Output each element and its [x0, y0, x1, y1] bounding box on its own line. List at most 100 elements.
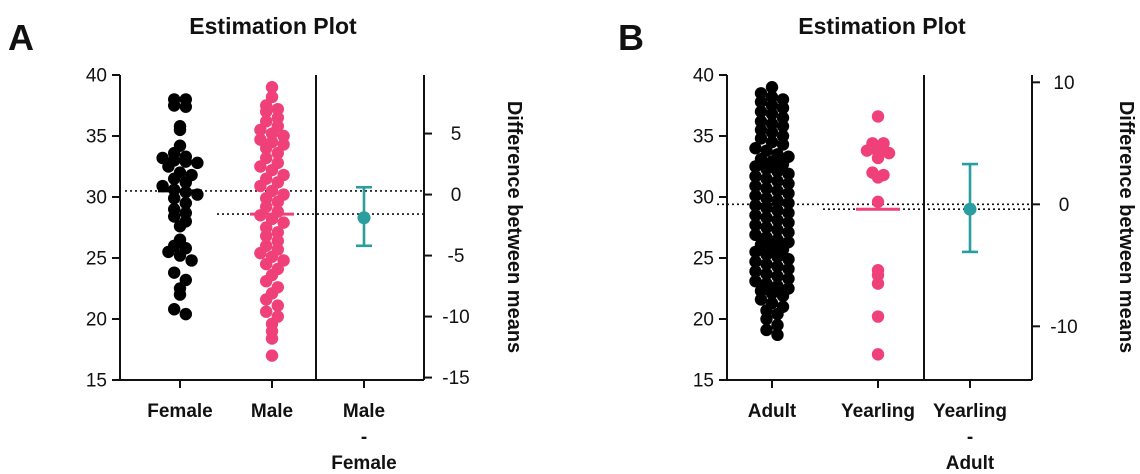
- data-point-group1: [179, 100, 192, 113]
- data-point-group1: [771, 204, 784, 217]
- data-point-group1: [754, 115, 768, 128]
- data-point-group2: [260, 221, 273, 234]
- data-point-group1: [765, 90, 779, 104]
- data-point-group2: [871, 171, 885, 184]
- data-point-group1: [749, 209, 762, 222]
- data-point-group1: [782, 262, 795, 276]
- left-tick-label: 40: [693, 66, 714, 87]
- panel-a-right-axis-label: Difference between means: [503, 101, 525, 353]
- data-point-group1: [749, 170, 762, 183]
- panel-b: B Estimation Plot 15 20 25 30 35 40 10 0 -10 Adul…: [618, 13, 1137, 474]
- data-point-group1: [782, 206, 795, 220]
- right-tick-label: 10: [1053, 73, 1074, 94]
- data-point-group1: [179, 206, 192, 220]
- data-point-group1: [162, 245, 175, 259]
- data-point-group2: [265, 349, 279, 362]
- category-label: Adult: [748, 401, 797, 422]
- category-label: Male: [343, 401, 385, 422]
- data-point-group2: [871, 277, 885, 290]
- data-point-group1: [771, 260, 784, 273]
- category-label: Male: [251, 401, 293, 422]
- data-point-group1: [754, 132, 768, 145]
- data-point-group2: [254, 160, 267, 173]
- data-point-group2: [260, 257, 273, 271]
- data-point-group1: [754, 95, 768, 109]
- data-point-group1: [749, 255, 762, 268]
- data-point-group1: [173, 249, 187, 262]
- data-point-group1: [749, 228, 762, 242]
- panel-a-title: Estimation Plot: [189, 13, 357, 39]
- data-point-group2: [260, 229, 273, 243]
- data-point-group1: [168, 172, 181, 185]
- data-point-group2: [254, 123, 267, 137]
- data-point-group1: [776, 129, 790, 143]
- data-point-group2: [860, 144, 874, 157]
- data-point-group1: [749, 218, 762, 232]
- data-point-group1: [179, 307, 192, 321]
- panel-b-letter: B: [618, 17, 644, 58]
- panel-b-right-axis-label: Difference between means: [1115, 101, 1137, 353]
- left-tick-label: 30: [693, 188, 714, 209]
- data-point-group1: [760, 192, 773, 205]
- data-point-group1: [168, 192, 181, 205]
- data-point-group1: [760, 162, 773, 176]
- category-label: Female: [147, 401, 212, 422]
- data-point-group2: [271, 102, 284, 116]
- data-point-group1: [771, 165, 784, 178]
- data-point-group1: [765, 107, 779, 121]
- data-point-group1: [749, 265, 762, 278]
- data-point-group1: [754, 284, 768, 298]
- data-point-group1: [168, 99, 181, 112]
- data-point-group1: [749, 142, 762, 155]
- data-point-group2: [260, 105, 273, 118]
- data-point-group1: [760, 312, 773, 326]
- data-point-group1: [760, 304, 773, 317]
- data-point-group2: [871, 348, 885, 361]
- left-tick-label: 20: [86, 310, 107, 331]
- data-point-group1: [771, 223, 784, 237]
- data-point-group1: [173, 288, 187, 301]
- panel-a-letter: A: [8, 17, 34, 58]
- data-point-group2: [271, 111, 284, 124]
- right-tick-label: -10: [442, 307, 469, 328]
- data-point-group1: [771, 213, 784, 227]
- right-tick-label: 5: [451, 124, 462, 145]
- data-point-group1: [760, 323, 773, 337]
- data-point-group2: [260, 305, 273, 318]
- left-tick-label: 30: [86, 188, 107, 209]
- category-label: -: [967, 427, 973, 448]
- data-point-group1: [765, 117, 779, 130]
- difference-mean-point: [357, 211, 371, 225]
- data-point-group2: [254, 246, 267, 260]
- data-point-group2: [265, 332, 279, 345]
- data-point-group1: [765, 287, 779, 300]
- left-tick-label: 15: [86, 371, 107, 392]
- data-point-group1: [776, 111, 790, 124]
- data-point-group1: [776, 289, 790, 303]
- data-point-group1: [782, 226, 795, 239]
- data-point-group2: [871, 195, 885, 209]
- data-point-group1: [749, 160, 762, 173]
- data-point-group1: [185, 254, 198, 267]
- left-tick-label: 25: [693, 249, 714, 270]
- data-point-group2: [265, 81, 279, 94]
- panel-a: A Estimation Plot 15 20 25 30 35 40 5 0 -5 -10 -15…: [8, 13, 525, 474]
- data-point-group1: [760, 248, 773, 261]
- right-tick-label: -5: [448, 246, 465, 267]
- data-point-group1: [754, 293, 768, 306]
- left-tick-label: 35: [693, 127, 714, 148]
- data-point-group1: [168, 266, 181, 279]
- left-tick-label: 25: [86, 249, 107, 270]
- category-label: Yearling: [841, 401, 915, 422]
- data-point-group1: [173, 123, 187, 137]
- data-point-group1: [754, 123, 768, 137]
- data-point-group1: [162, 160, 175, 173]
- category-label: Female: [331, 453, 396, 474]
- data-point-group2: [271, 195, 284, 209]
- data-point-group1: [168, 210, 181, 223]
- data-point-group1: [760, 172, 773, 185]
- data-point-group2: [277, 216, 290, 229]
- data-point-group1: [749, 245, 762, 259]
- data-point-group2: [254, 179, 267, 193]
